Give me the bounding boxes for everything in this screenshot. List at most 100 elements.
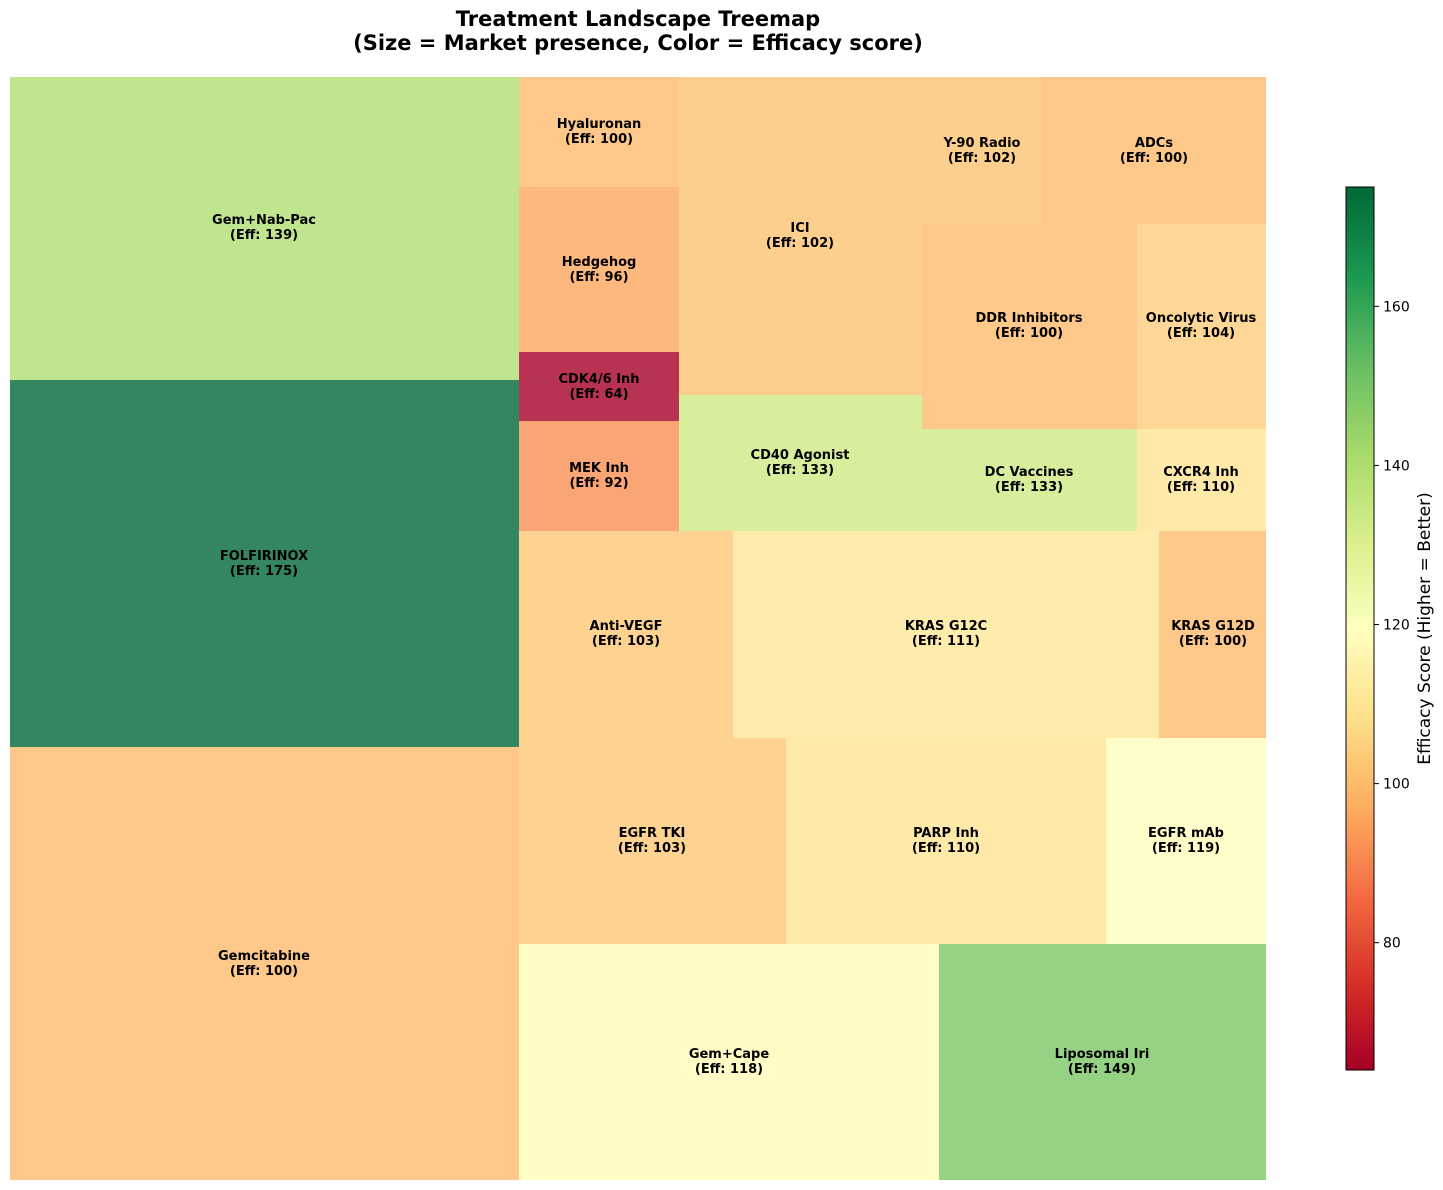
tile-rect-hedgehog: [519, 187, 679, 352]
tile-rect-mek-inh: [519, 421, 679, 531]
tile-name-folfirinox: FOLFIRINOX: [220, 549, 308, 564]
colorbar: 80 100 120 140 160 Efficacy Score (Higher = B…: [1345, 186, 1435, 1071]
tile-rect-gemcitabine: [10, 747, 519, 1180]
tile-rect-gem-nab-pac: [10, 77, 519, 380]
treemap-tiles: Gem+Nab-Pac(Eff: 139)FOLFIRINOX(Eff: 175…: [10, 77, 1266, 1180]
tile-rect-y-90-radio: [922, 77, 1041, 224]
tile-efficacy-y-90-radio: (Eff: 102): [948, 151, 1016, 166]
tile-name-cxcr4-inh: CXCR4 Inh: [1163, 465, 1239, 480]
tile-parp-inh: PARP Inh(Eff: 110): [786, 738, 1106, 944]
tile-rect-egfr-tki: [519, 738, 786, 944]
tile-rect-cxcr4-inh: [1137, 429, 1266, 531]
tile-rect-folfirinox: [10, 380, 519, 747]
tile-cxcr4-inh: CXCR4 Inh(Eff: 110): [1137, 429, 1266, 531]
tile-rect-liposomal-iri: [939, 944, 1266, 1180]
tile-rect-parp-inh: [786, 738, 1106, 944]
tile-rect-adcs: [1041, 77, 1266, 224]
tile-dc-vaccines: DC Vaccines(Eff: 133): [922, 429, 1137, 531]
tile-efficacy-hedgehog: (Eff: 96): [569, 270, 628, 285]
tile-efficacy-cdk4-6-inh: (Eff: 64): [569, 387, 628, 402]
tile-gem-nab-pac: Gem+Nab-Pac(Eff: 139): [10, 77, 519, 380]
tile-name-parp-inh: PARP Inh: [913, 826, 979, 841]
tile-name-hedgehog: Hedgehog: [562, 255, 637, 270]
tile-rect-kras-g12d: [1159, 531, 1266, 738]
tile-efficacy-gemcitabine: (Eff: 100): [230, 964, 298, 979]
tile-hyaluronan: Hyaluronan(Eff: 100): [519, 77, 679, 187]
tile-rect-anti-vegf: [519, 531, 733, 738]
tile-efficacy-mek-inh: (Eff: 92): [569, 476, 628, 491]
tile-name-gem-nab-pac: Gem+Nab-Pac: [212, 213, 316, 228]
tile-efficacy-gem-nab-pac: (Eff: 139): [230, 228, 298, 243]
tile-name-gemcitabine: Gemcitabine: [218, 949, 310, 964]
tile-anti-vegf: Anti-VEGF(Eff: 103): [519, 531, 733, 738]
tile-folfirinox: FOLFIRINOX(Eff: 175): [10, 380, 519, 747]
tile-gem-cape: Gem+Cape(Eff: 118): [519, 944, 939, 1180]
colorbar-tick-label-140: 140: [1383, 458, 1410, 474]
tile-mek-inh: MEK Inh(Eff: 92): [519, 421, 679, 531]
tile-efficacy-hyaluronan: (Eff: 100): [565, 132, 633, 147]
tile-rect-ici: [679, 77, 922, 395]
tile-rect-egfr-mab: [1106, 738, 1266, 944]
colorbar-gradient: [1345, 186, 1375, 1071]
tile-cdk4-6-inh: CDK4/6 Inh(Eff: 64): [519, 352, 679, 421]
tile-efficacy-ddr-inhibitors: (Eff: 100): [995, 326, 1063, 341]
tile-name-cd40-agonist: CD40 Agonist: [751, 448, 850, 463]
tile-kras-g12d: KRAS G12D(Eff: 100): [1159, 531, 1266, 738]
colorbar-tick-label-160: 160: [1383, 299, 1410, 315]
tile-name-oncolytic-virus: Oncolytic Virus: [1146, 311, 1257, 326]
tile-name-anti-vegf: Anti-VEGF: [590, 619, 663, 634]
tile-efficacy-parp-inh: (Eff: 110): [912, 841, 980, 856]
tile-rect-ddr-inhibitors: [922, 224, 1137, 429]
tile-rect-gem-cape: [519, 944, 939, 1180]
tile-rect-dc-vaccines: [922, 429, 1137, 531]
tile-name-hyaluronan: Hyaluronan: [557, 117, 641, 132]
chart-title-line-1: Treatment Landscape Treemap: [456, 7, 820, 31]
tile-efficacy-adcs: (Eff: 100): [1120, 151, 1188, 166]
tile-efficacy-liposomal-iri: (Eff: 149): [1068, 1062, 1136, 1077]
tile-name-egfr-tki: EGFR TKI: [619, 826, 686, 841]
tile-name-adcs: ADCs: [1135, 136, 1173, 151]
tile-name-dc-vaccines: DC Vaccines: [985, 465, 1074, 480]
colorbar-tick-label-120: 120: [1383, 618, 1410, 634]
tile-efficacy-oncolytic-virus: (Eff: 104): [1167, 326, 1235, 341]
tile-efficacy-cd40-agonist: (Eff: 133): [766, 463, 834, 478]
tile-name-kras-g12d: KRAS G12D: [1171, 619, 1255, 634]
tile-cd40-agonist: CD40 Agonist(Eff: 133): [679, 395, 922, 531]
tile-efficacy-cxcr4-inh: (Eff: 110): [1167, 480, 1235, 495]
tile-liposomal-iri: Liposomal Iri(Eff: 149): [939, 944, 1266, 1180]
tile-egfr-mab: EGFR mAb(Eff: 119): [1106, 738, 1266, 944]
tile-efficacy-anti-vegf: (Eff: 103): [592, 634, 660, 649]
tile-efficacy-dc-vaccines: (Eff: 133): [995, 480, 1063, 495]
chart-title-line-2: (Size = Market presence, Color = Efficac…: [353, 31, 923, 55]
tile-egfr-tki: EGFR TKI(Eff: 103): [519, 738, 786, 944]
tile-rect-oncolytic-virus: [1137, 224, 1266, 429]
tile-y-90-radio: Y-90 Radio(Eff: 102): [922, 77, 1041, 224]
colorbar-label: Efficacy Score (Higher = Better): [1415, 492, 1435, 765]
tile-name-mek-inh: MEK Inh: [569, 461, 629, 476]
tile-name-kras-g12c: KRAS G12C: [905, 619, 987, 634]
tile-hedgehog: Hedgehog(Eff: 96): [519, 187, 679, 352]
tile-kras-g12c: KRAS G12C(Eff: 111): [733, 531, 1159, 738]
tile-efficacy-egfr-mab: (Eff: 119): [1152, 841, 1220, 856]
colorbar-tick-label-80: 80: [1383, 936, 1401, 952]
tile-rect-cd40-agonist: [679, 395, 922, 531]
tile-name-y-90-radio: Y-90 Radio: [943, 136, 1021, 151]
tile-efficacy-folfirinox: (Eff: 175): [230, 564, 298, 579]
tile-name-liposomal-iri: Liposomal Iri: [1055, 1047, 1150, 1062]
tile-name-ici: ICI: [790, 221, 809, 236]
tile-efficacy-kras-g12c: (Eff: 111): [912, 634, 980, 649]
tile-adcs: ADCs(Eff: 100): [1041, 77, 1266, 224]
tile-name-gem-cape: Gem+Cape: [689, 1047, 770, 1062]
tile-efficacy-gem-cape: (Eff: 118): [695, 1062, 763, 1077]
tile-rect-cdk4-6-inh: [519, 352, 679, 421]
tile-ddr-inhibitors: DDR Inhibitors(Eff: 100): [922, 224, 1137, 429]
tile-name-ddr-inhibitors: DDR Inhibitors: [976, 311, 1083, 326]
tile-efficacy-egfr-tki: (Eff: 103): [618, 841, 686, 856]
tile-efficacy-ici: (Eff: 102): [766, 236, 834, 251]
tile-oncolytic-virus: Oncolytic Virus(Eff: 104): [1137, 224, 1266, 429]
tile-efficacy-kras-g12d: (Eff: 100): [1179, 634, 1247, 649]
tile-ici: ICI(Eff: 102): [679, 77, 922, 395]
tile-gemcitabine: Gemcitabine(Eff: 100): [10, 747, 519, 1180]
tile-rect-hyaluronan: [519, 77, 679, 187]
